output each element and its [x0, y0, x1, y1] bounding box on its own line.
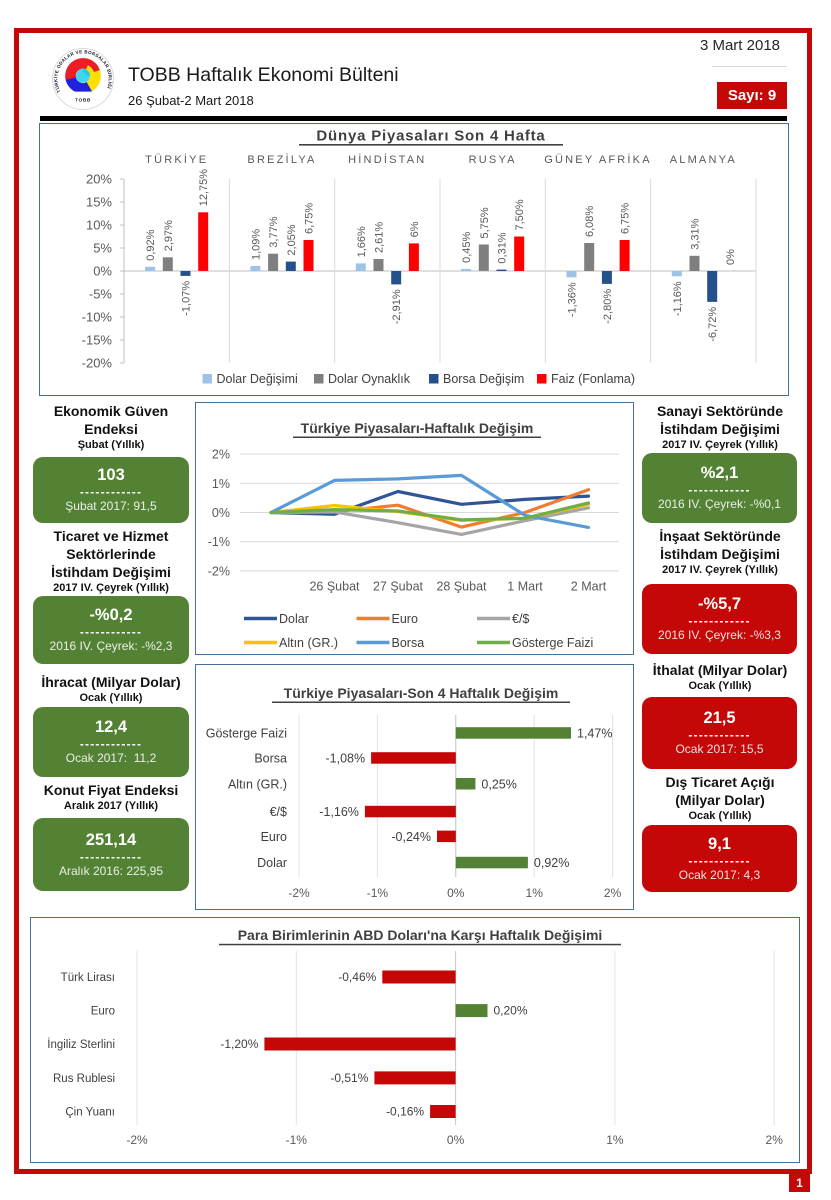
svg-text:0,25%: 0,25% [481, 777, 516, 791]
svg-text:Altın (GR.): Altın (GR.) [228, 777, 287, 791]
svg-text:Dolar Değişimi: Dolar Değişimi [217, 372, 298, 386]
svg-text:ALMANYA: ALMANYA [670, 154, 737, 166]
svg-text:-1,16%: -1,16% [672, 281, 684, 316]
svg-text:2,97%: 2,97% [163, 220, 175, 251]
svg-text:12,75%: 12,75% [198, 169, 210, 207]
svg-text:0%: 0% [725, 249, 737, 265]
svg-text:-0,46%: -0,46% [338, 970, 376, 984]
svg-text:-6,72%: -6,72% [707, 307, 719, 342]
svg-text:İngiliz Sterlini: İngiliz Sterlini [47, 1038, 115, 1051]
svg-text:-1%: -1% [367, 886, 389, 900]
svg-text:6%: 6% [409, 221, 421, 237]
svg-text:Faiz (Fonlama): Faiz (Fonlama) [551, 372, 635, 386]
svg-text:€/$: €/$ [512, 612, 529, 626]
svg-text:-1%: -1% [286, 1133, 308, 1147]
svg-text:28 Şubat: 28 Şubat [436, 580, 487, 594]
svg-text:-2,80%: -2,80% [602, 289, 614, 324]
svg-text:6,75%: 6,75% [620, 203, 632, 234]
svg-text:2,05%: 2,05% [286, 224, 298, 255]
svg-text:Altın (GR.): Altın (GR.) [279, 636, 338, 650]
svg-text:-1,07%: -1,07% [181, 281, 193, 316]
svg-text:Dolar: Dolar [279, 612, 309, 626]
svg-text:-10%: -10% [82, 310, 113, 325]
svg-text:5%: 5% [93, 241, 112, 256]
svg-text:Dolar Oynaklık: Dolar Oynaklık [328, 372, 411, 386]
svg-text:1,66%: 1,66% [356, 226, 368, 257]
svg-text:0,20%: 0,20% [494, 1004, 528, 1018]
svg-text:Borsa Değişim: Borsa Değişim [443, 372, 524, 386]
svg-text:1%: 1% [606, 1133, 624, 1147]
svg-text:6,08%: 6,08% [584, 206, 596, 237]
svg-text:-0,24%: -0,24% [391, 830, 431, 844]
svg-text:0,31%: 0,31% [497, 232, 509, 263]
svg-text:Dünya Piyasaları Son 4 Hafta: Dünya Piyasaları Son 4 Hafta [316, 128, 545, 145]
svg-text:-1%: -1% [208, 535, 230, 549]
svg-text:5,75%: 5,75% [479, 207, 491, 238]
svg-text:-2%: -2% [288, 886, 310, 900]
svg-text:27 Şubat: 27 Şubat [373, 580, 424, 594]
svg-text:2%: 2% [766, 1133, 784, 1147]
svg-text:TOBB: TOBB [75, 98, 91, 104]
svg-text:Euro: Euro [91, 1006, 115, 1018]
svg-text:1%: 1% [212, 477, 230, 491]
svg-text:3,31%: 3,31% [690, 218, 702, 249]
svg-text:10%: 10% [86, 218, 112, 233]
svg-text:-2%: -2% [126, 1133, 148, 1147]
svg-text:-1,08%: -1,08% [325, 752, 365, 766]
svg-text:Borsa: Borsa [254, 752, 287, 766]
svg-text:Gösterge Faizi: Gösterge Faizi [206, 727, 287, 741]
svg-text:-0,16%: -0,16% [386, 1105, 424, 1119]
svg-text:€/$: €/$ [270, 805, 287, 819]
svg-text:Euro: Euro [261, 830, 287, 844]
svg-text:1 Mart: 1 Mart [507, 580, 543, 594]
svg-text:-2,91%: -2,91% [391, 289, 403, 324]
svg-text:1,09%: 1,09% [250, 229, 262, 260]
svg-text:TÜRKİYE: TÜRKİYE [145, 153, 208, 166]
svg-text:2 Mart: 2 Mart [571, 580, 607, 594]
svg-text:7,50%: 7,50% [514, 199, 526, 230]
svg-text:Para Birimlerinin ABD Doları'n: Para Birimlerinin ABD Doları'na Karşı Ha… [238, 927, 603, 943]
svg-text:Türkiye Piyasaları-Haftalık De: Türkiye Piyasaları-Haftalık Değişim [301, 420, 534, 436]
svg-text:0%: 0% [93, 264, 112, 279]
svg-text:-1,16%: -1,16% [319, 805, 359, 819]
svg-text:1%: 1% [526, 886, 544, 900]
svg-text:20%: 20% [86, 172, 112, 187]
svg-text:1,47%: 1,47% [577, 727, 612, 741]
svg-text:2%: 2% [212, 448, 230, 462]
svg-text:2%: 2% [604, 886, 622, 900]
svg-text:Rus Rublesi: Rus Rublesi [53, 1073, 115, 1085]
svg-text:-15%: -15% [82, 333, 113, 348]
svg-text:-1,36%: -1,36% [567, 282, 579, 317]
svg-text:-5%: -5% [89, 287, 113, 302]
svg-text:-20%: -20% [82, 356, 113, 371]
svg-text:BREZİLYA: BREZİLYA [247, 153, 316, 166]
svg-text:Türkiye Piyasaları-Son 4 Hafta: Türkiye Piyasaları-Son 4 Haftalık Değişi… [284, 685, 559, 701]
svg-text:HİNDİSTAN: HİNDİSTAN [348, 153, 426, 166]
svg-text:-1,20%: -1,20% [220, 1037, 258, 1051]
svg-text:Euro: Euro [392, 612, 418, 626]
svg-text:GÜNEY AFRİKA: GÜNEY AFRİKA [544, 153, 652, 166]
svg-text:0,92%: 0,92% [534, 856, 569, 870]
svg-text:6,75%: 6,75% [304, 203, 316, 234]
svg-text:0%: 0% [447, 886, 465, 900]
svg-text:-0,51%: -0,51% [330, 1071, 368, 1085]
svg-text:Borsa: Borsa [392, 636, 425, 650]
svg-text:3,77%: 3,77% [268, 216, 280, 247]
svg-text:Türk Lirası: Türk Lirası [61, 972, 115, 984]
svg-text:15%: 15% [86, 195, 112, 210]
svg-text:0,45%: 0,45% [461, 231, 473, 262]
svg-text:Dolar: Dolar [257, 856, 287, 870]
svg-text:26 Şubat: 26 Şubat [309, 580, 360, 594]
svg-text:Çin Yuanı: Çin Yuanı [65, 1107, 115, 1119]
svg-text:-2%: -2% [208, 564, 230, 578]
svg-text:0,92%: 0,92% [145, 229, 157, 260]
svg-text:RUSYA: RUSYA [469, 154, 517, 166]
svg-text:Gösterge Faizi: Gösterge Faizi [512, 636, 593, 650]
svg-text:2,61%: 2,61% [374, 222, 386, 253]
svg-text:0%: 0% [447, 1133, 465, 1147]
svg-text:0%: 0% [212, 506, 230, 520]
